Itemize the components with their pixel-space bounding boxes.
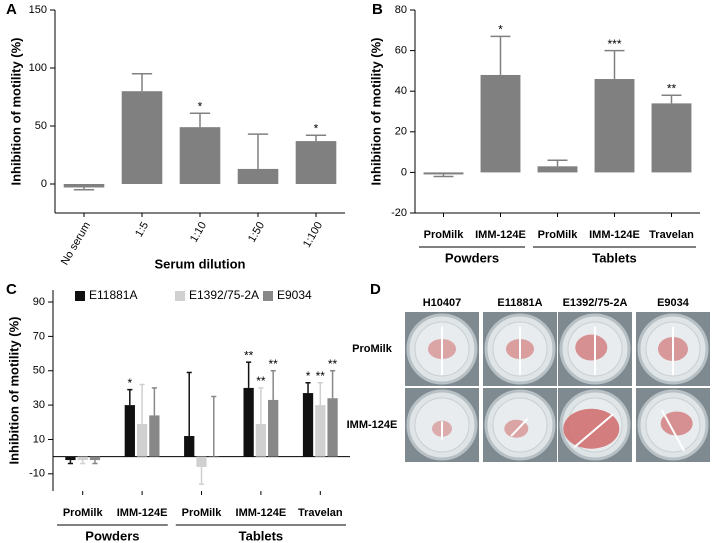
bar (537, 166, 578, 173)
y-tick-label: 40 (395, 85, 407, 97)
significance-label: * (306, 369, 311, 383)
significance-label: ** (269, 357, 279, 371)
stain (660, 411, 693, 436)
significance-label: ** (256, 374, 266, 388)
bar (243, 387, 254, 457)
bar (327, 398, 338, 457)
significance-label: * (314, 121, 319, 135)
measure-line (661, 409, 685, 452)
measure-line (573, 413, 615, 448)
y-tick-label: -10 (29, 468, 45, 480)
measure-line (510, 418, 529, 437)
bar (149, 415, 160, 457)
legend-swatch (75, 291, 85, 301)
y-tick-label: -20 (391, 207, 407, 219)
y-axis-label: Inhibition of motility (%) (6, 316, 21, 464)
legend-label: E1392/75-2A (189, 288, 259, 302)
bar (124, 405, 135, 457)
column-label: E11881A (497, 297, 542, 309)
bar (315, 405, 326, 457)
group-label: Tablets (239, 528, 284, 543)
bar (295, 141, 337, 184)
x-tick-label: IMM-124E (589, 229, 640, 241)
row-label: ProMilk (352, 343, 393, 355)
column-label: E1392/75-2A (563, 297, 628, 309)
x-tick-label: ProMilk (424, 229, 465, 241)
bar (121, 91, 163, 184)
bar (208, 456, 219, 458)
column-label: H10407 (423, 297, 462, 309)
x-tick-label: ProMilk (538, 229, 579, 241)
bar (65, 456, 76, 461)
legend-swatch (263, 291, 273, 301)
panel-label: D (370, 281, 381, 298)
y-tick-label: 20 (395, 126, 407, 138)
x-tick-label: IMM-124E (236, 507, 287, 519)
group-label: Powders (85, 528, 139, 543)
significance-label: * (198, 99, 203, 113)
significance-label: ** (316, 369, 326, 383)
x-tick-label: Travelan (649, 229, 694, 241)
bar (136, 424, 148, 457)
y-tick-label: 50 (33, 365, 45, 377)
panel-label: B (372, 1, 383, 18)
significance-label: * (127, 376, 132, 390)
legend-label: E9034 (277, 288, 312, 302)
bar (77, 456, 88, 461)
significance-label: *** (607, 37, 621, 51)
row-label: IMM-124E (347, 419, 398, 431)
bar (302, 393, 314, 457)
x-tick-label: ProMilk (63, 507, 104, 519)
y-tick-label: 70 (33, 330, 45, 342)
significance-label: ** (244, 348, 254, 362)
legend-label: E11881A (89, 288, 138, 302)
bar (184, 436, 195, 457)
x-tick-label: IMM-124E (475, 229, 526, 241)
bar (179, 127, 221, 184)
significance-label: ** (328, 357, 338, 371)
panel-label: C (6, 281, 17, 298)
y-tick-label: 30 (33, 399, 45, 411)
stain (563, 408, 620, 449)
group-label: Powders (445, 250, 499, 265)
bar (63, 184, 105, 188)
y-tick-label: 10 (33, 433, 45, 445)
panel-label: A (6, 1, 17, 18)
stain (575, 334, 608, 361)
y-tick-label: 90 (33, 296, 45, 308)
column-label: E9034 (657, 297, 690, 309)
y-tick-label: 50 (35, 120, 47, 132)
y-tick-label: 0 (41, 178, 47, 190)
group-label: Tablets (592, 250, 637, 265)
bar (196, 456, 207, 467)
y-axis-label: Inhibition of motility (%) (368, 37, 383, 185)
y-tick-label: 150 (29, 4, 47, 16)
significance-label: * (498, 23, 503, 37)
significance-label: ** (667, 81, 677, 95)
legend-swatch (175, 291, 185, 301)
y-tick-label: 60 (395, 45, 407, 57)
bar (594, 79, 635, 173)
x-tick-label: ProMilk (182, 507, 223, 519)
bar (480, 74, 521, 173)
y-tick-label: 100 (29, 62, 47, 74)
bar (268, 399, 279, 457)
x-tick-label: IMM-124E (117, 507, 168, 519)
bar (255, 424, 267, 457)
x-tick-label: Travelan (298, 507, 343, 519)
y-axis-label: Inhibition of motility (%) (8, 37, 23, 185)
x-axis-label: Serum dilution (155, 256, 246, 271)
y-tick-label: 0 (401, 166, 407, 178)
bar (89, 456, 101, 461)
bar (423, 172, 464, 175)
bar (237, 168, 279, 184)
y-tick-label: 80 (395, 4, 407, 16)
bar (651, 103, 692, 173)
